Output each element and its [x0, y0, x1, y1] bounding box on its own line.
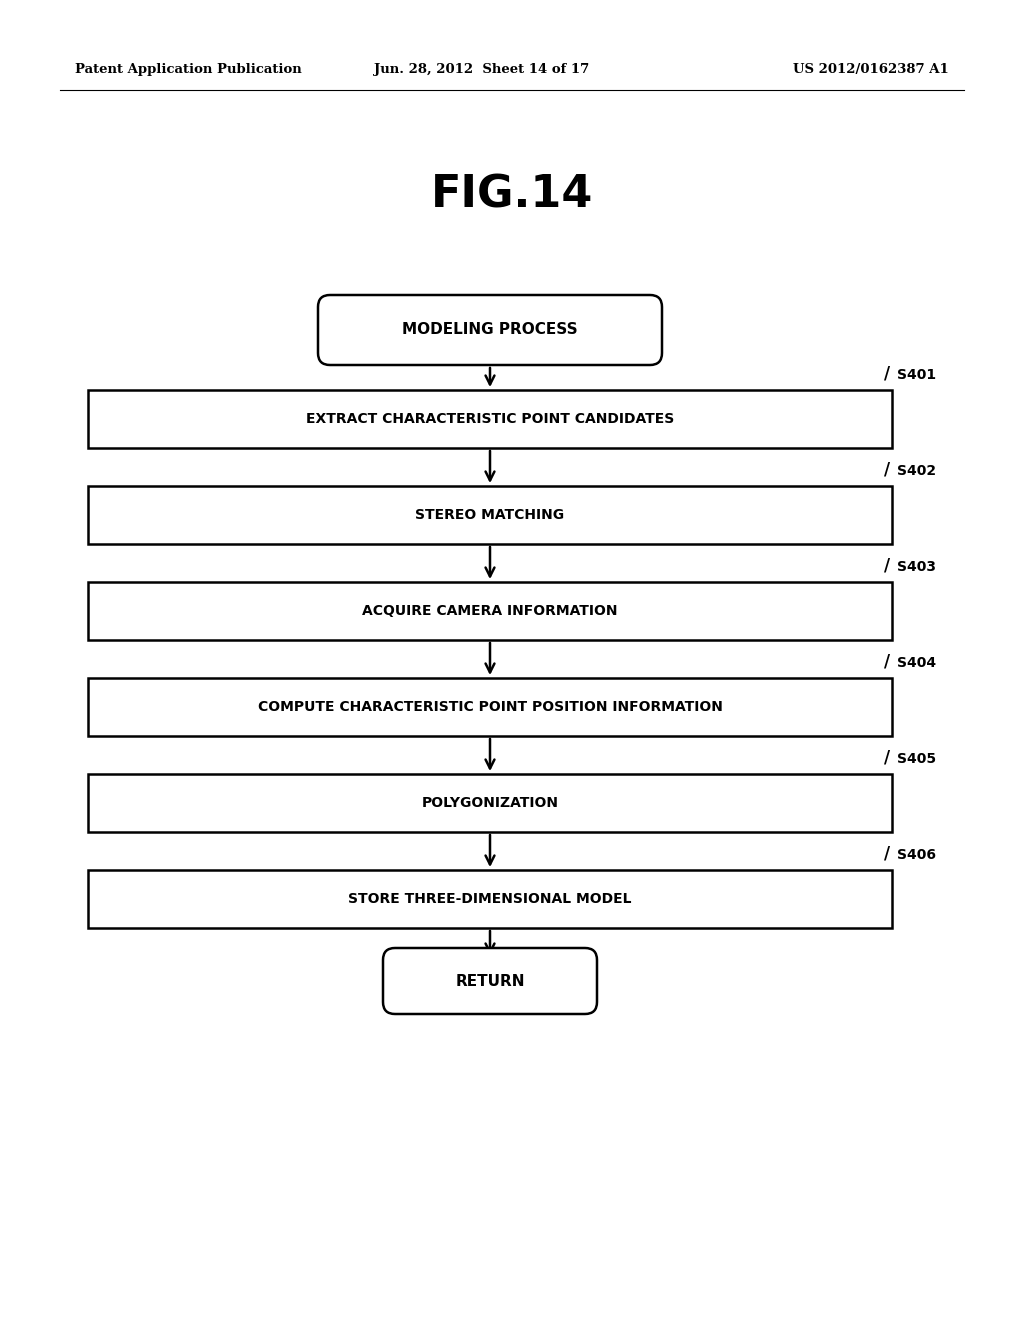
Text: /: /	[884, 843, 890, 862]
Text: /: /	[884, 556, 890, 574]
Text: S401: S401	[897, 368, 936, 381]
Text: RETURN: RETURN	[456, 974, 524, 989]
Text: S405: S405	[897, 752, 936, 766]
Text: FIG.14: FIG.14	[431, 173, 593, 216]
Text: /: /	[884, 652, 890, 671]
Text: S404: S404	[897, 656, 936, 671]
Text: /: /	[884, 364, 890, 381]
Text: MODELING PROCESS: MODELING PROCESS	[402, 322, 578, 338]
Text: Patent Application Publication: Patent Application Publication	[75, 63, 302, 77]
Text: /: /	[884, 748, 890, 766]
Text: COMPUTE CHARACTERISTIC POINT POSITION INFORMATION: COMPUTE CHARACTERISTIC POINT POSITION IN…	[258, 700, 723, 714]
Bar	[88, 582, 892, 640]
Text: Jun. 28, 2012  Sheet 14 of 17: Jun. 28, 2012 Sheet 14 of 17	[374, 63, 589, 77]
Bar	[88, 486, 892, 544]
Text: /: /	[884, 459, 890, 478]
Text: STORE THREE-DIMENSIONAL MODEL: STORE THREE-DIMENSIONAL MODEL	[348, 892, 632, 906]
Text: EXTRACT CHARACTERISTIC POINT CANDIDATES: EXTRACT CHARACTERISTIC POINT CANDIDATES	[306, 412, 674, 426]
FancyBboxPatch shape	[383, 948, 597, 1014]
Bar	[88, 870, 892, 928]
Text: S403: S403	[897, 560, 936, 574]
Bar	[88, 774, 892, 832]
Text: ACQUIRE CAMERA INFORMATION: ACQUIRE CAMERA INFORMATION	[362, 605, 617, 618]
Bar	[88, 389, 892, 447]
FancyBboxPatch shape	[318, 294, 662, 366]
Text: STEREO MATCHING: STEREO MATCHING	[416, 508, 564, 521]
Bar	[88, 678, 892, 737]
Text: POLYGONIZATION: POLYGONIZATION	[422, 796, 558, 810]
Text: S406: S406	[897, 847, 936, 862]
Text: US 2012/0162387 A1: US 2012/0162387 A1	[794, 63, 949, 77]
Text: S402: S402	[897, 465, 936, 478]
